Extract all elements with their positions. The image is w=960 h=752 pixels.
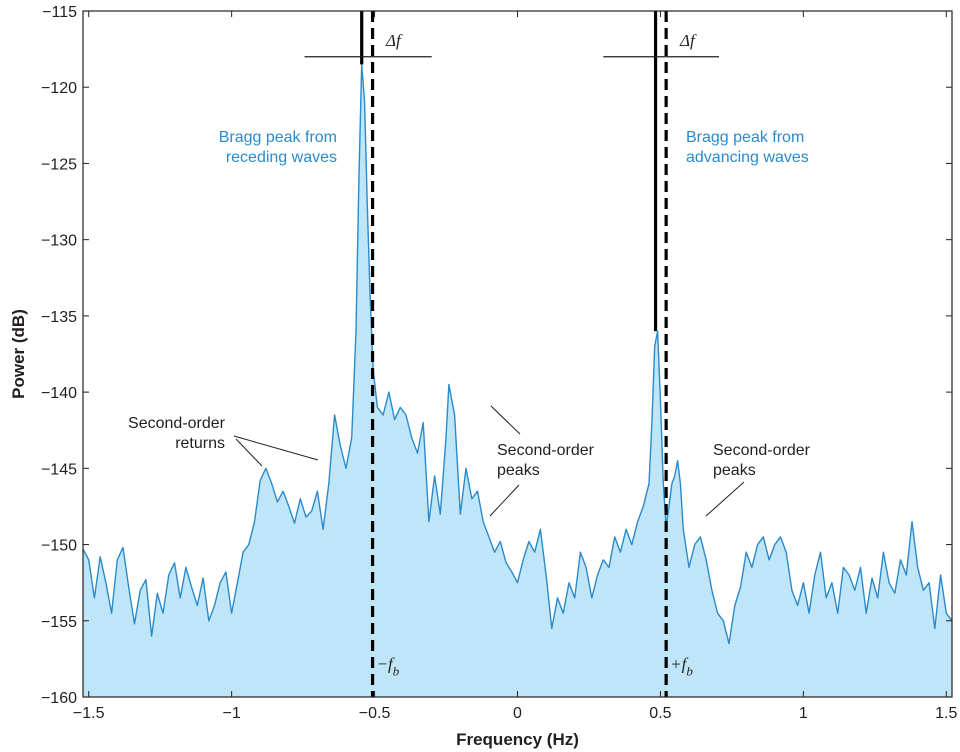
annotations: Bragg peak from receding waves Bragg peak …: [128, 129, 811, 517]
x-tick-label: 0.5: [649, 705, 671, 722]
x-axis-title: Frequency (Hz): [456, 730, 579, 749]
annotation-text: receding waves: [226, 149, 337, 166]
annotation-leader-line: [490, 405, 521, 435]
x-tick-label: −1.5: [73, 705, 105, 722]
y-tick-label: −120: [41, 80, 77, 97]
x-tick-label: 1: [799, 705, 808, 722]
y-tick-label: −145: [41, 461, 77, 478]
bragg-frequency-label: −fb: [377, 655, 400, 679]
bragg-frequency-symbol: +f: [670, 655, 688, 674]
axes: −1.5 −1 −0.5 0 0.5 1 1.5 −115 −120 −125 −130 −135 −1…: [9, 4, 958, 749]
annotation-text: Bragg peak from: [686, 129, 804, 146]
bragg-frequency-label: +fb: [670, 655, 693, 679]
annotation-text: peaks: [497, 462, 540, 479]
annotation-leader-line: [235, 438, 263, 467]
annotation-text: Second-order: [713, 442, 811, 459]
annotation-text: returns: [175, 435, 225, 452]
x-tick-label: −1: [223, 705, 241, 722]
annotation-text: advancing waves: [686, 149, 809, 166]
y-tick-label: −115: [42, 4, 77, 21]
annotation-text: peaks: [713, 462, 756, 479]
annotation-text: Second-order: [497, 442, 595, 459]
x-tick-label: −0.5: [359, 705, 391, 722]
spectrum-line: [83, 63, 952, 645]
y-tick-label: −125: [41, 156, 77, 173]
y-tick-label: −130: [41, 233, 77, 250]
annotation-text: Second-order: [128, 415, 226, 432]
bragg-frequency-subscript: b: [393, 664, 400, 679]
x-tick-label: 1.5: [935, 705, 957, 722]
delta-f-label: Δf: [679, 31, 697, 50]
annotation-text: Bragg peak from: [219, 129, 337, 146]
annotation-leader-line: [489, 484, 520, 517]
y-tick-label: −155: [41, 614, 77, 631]
y-tick-label: −160: [41, 690, 77, 707]
bragg-frequency-subscript: b: [686, 664, 693, 679]
y-tick-label: −150: [41, 538, 77, 555]
x-tick-label: 0: [513, 705, 522, 722]
annotation-leader-line: [705, 481, 745, 517]
spectrum-area: [83, 64, 952, 697]
delta-f-label: Δf: [385, 31, 403, 50]
y-tick-label: −135: [41, 309, 77, 326]
y-axis-title: Power (dB): [9, 309, 28, 399]
annotation-leader-line: [233, 435, 319, 461]
bragg-frequency-symbol: −f: [377, 655, 395, 674]
series-layer: [83, 63, 952, 697]
y-tick-label: −140: [41, 385, 77, 402]
